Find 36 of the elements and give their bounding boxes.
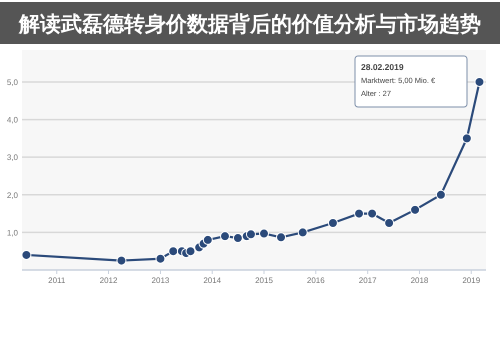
point — [354, 208, 364, 219]
point — [186, 246, 196, 256]
point — [116, 256, 126, 266]
point — [367, 208, 378, 219]
point — [21, 250, 32, 260]
x-tick-label: 2014 — [203, 276, 222, 285]
x-tick-label: 2013 — [152, 276, 170, 285]
y-tick-label: 4,0 — [6, 116, 19, 125]
point — [384, 218, 394, 228]
annotation: 28.02.2019 — [361, 62, 404, 72]
chart-title: 解读武磊德转身价数据背后的价值分析与市场趋势 — [18, 12, 481, 36]
point — [246, 229, 256, 240]
point — [155, 254, 166, 264]
y-tick-label: 5,0 — [6, 78, 19, 87]
point — [474, 76, 484, 87]
point — [202, 234, 213, 245]
point — [232, 233, 243, 244]
point — [220, 231, 230, 242]
x-tick-label: 2017 — [358, 276, 378, 285]
point — [259, 228, 269, 239]
point — [298, 227, 308, 238]
x-tick-label: 2011 — [48, 276, 66, 285]
point — [168, 246, 178, 256]
y-tick-label: 2,0 — [6, 190, 19, 200]
y-tick-label: 3,0 — [6, 153, 19, 162]
point — [462, 133, 472, 144]
x-tick-label: 2018 — [410, 276, 429, 285]
point — [410, 204, 420, 215]
y-tick-label: 1,0 — [6, 228, 19, 238]
x-tick-label: 2016 — [306, 276, 326, 285]
point — [328, 218, 338, 228]
x-tick-label: 2015 — [255, 276, 274, 285]
point — [276, 232, 286, 242]
point — [436, 190, 446, 200]
x-tick-label: 2012 — [100, 276, 118, 285]
x-tick-label: 2019 — [462, 276, 481, 285]
